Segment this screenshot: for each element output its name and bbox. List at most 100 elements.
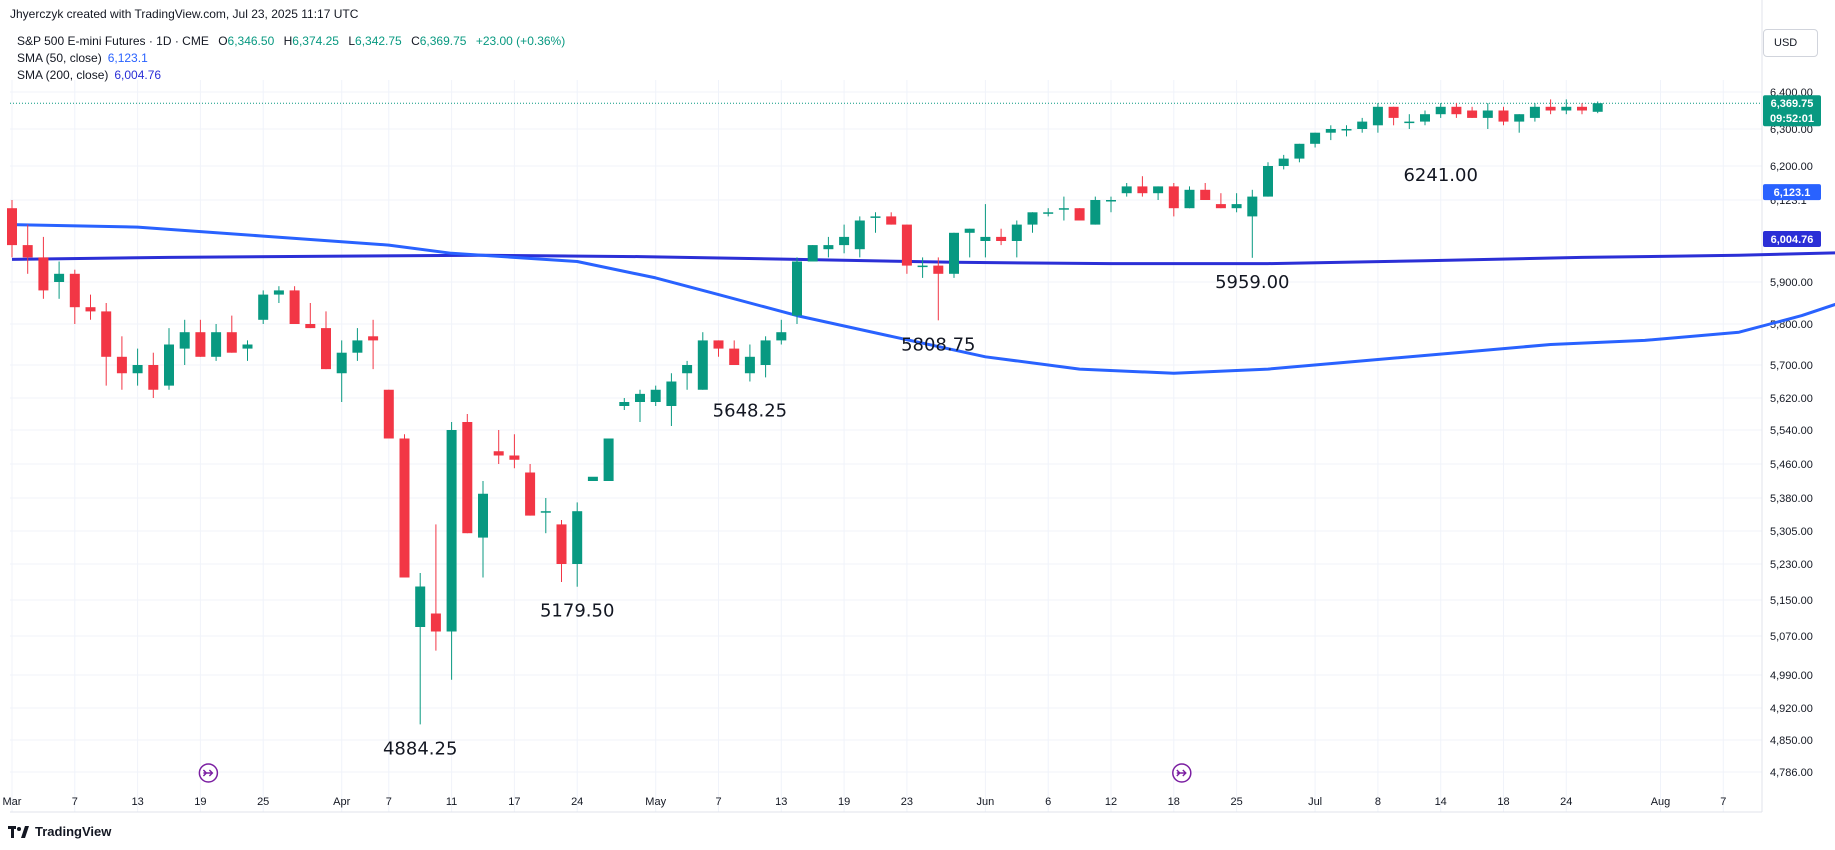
candle-body[interactable] <box>242 344 253 349</box>
candle-body[interactable] <box>980 236 991 241</box>
candle-body[interactable] <box>430 613 441 632</box>
candle-body[interactable] <box>446 430 457 632</box>
candle-body[interactable] <box>1325 129 1336 133</box>
event-marker-icon[interactable] <box>1172 763 1192 783</box>
candle-body[interactable] <box>1357 121 1368 129</box>
footer-brand[interactable]: TradingView <box>8 824 111 839</box>
candle-body[interactable] <box>336 352 347 374</box>
candle-body[interactable] <box>933 265 944 274</box>
candle-body[interactable] <box>1106 200 1116 202</box>
candle-body[interactable] <box>1388 106 1399 118</box>
candle-body[interactable] <box>1200 189 1211 200</box>
candle-body[interactable] <box>38 257 49 291</box>
candle-body[interactable] <box>650 389 661 402</box>
candle-body[interactable] <box>116 356 127 374</box>
candle-body[interactable] <box>368 336 379 341</box>
candle-body[interactable] <box>1498 110 1509 122</box>
candle-body[interactable] <box>603 438 614 482</box>
candle-body[interactable] <box>69 273 80 308</box>
candle-body[interactable] <box>619 402 630 406</box>
candle-body[interactable] <box>540 511 551 513</box>
candle-body[interactable] <box>1561 106 1572 111</box>
candle-body[interactable] <box>1482 110 1493 118</box>
candle-body[interactable] <box>1592 103 1603 112</box>
candle-body[interactable] <box>1168 186 1179 209</box>
candle-body[interactable] <box>572 511 583 564</box>
candle-body[interactable] <box>525 472 536 516</box>
candle-body[interactable] <box>1137 186 1148 194</box>
candle-body[interactable] <box>305 324 316 329</box>
candle-body[interactable] <box>1215 204 1226 209</box>
candle-body[interactable] <box>729 348 740 365</box>
candle-body[interactable] <box>1247 196 1258 217</box>
candle-body[interactable] <box>1043 212 1054 214</box>
candle-body[interactable] <box>1310 132 1321 144</box>
candle-body[interactable] <box>839 236 850 246</box>
candle-body[interactable] <box>101 311 112 357</box>
candle-body[interactable] <box>587 476 598 481</box>
candle-body[interactable] <box>1263 166 1273 197</box>
candle-body[interactable] <box>1404 121 1415 124</box>
candle-body[interactable] <box>258 294 269 320</box>
candle-body[interactable] <box>682 365 693 374</box>
candle-body[interactable] <box>854 220 865 250</box>
candle-body[interactable] <box>493 451 504 456</box>
symbol-label[interactable]: S&P 500 E-mini Futures · 1D · CME <box>17 34 209 48</box>
candle-body[interactable] <box>211 332 222 357</box>
candle-body[interactable] <box>760 340 771 365</box>
candle-body[interactable] <box>1294 143 1305 159</box>
candle-body[interactable] <box>478 493 488 538</box>
candle-body[interactable] <box>462 422 473 534</box>
candle-body[interactable] <box>870 216 881 218</box>
event-marker-icon[interactable] <box>198 763 219 783</box>
candle-body[interactable] <box>54 273 65 282</box>
candle-body[interactable] <box>823 245 834 250</box>
candle-body[interactable] <box>792 261 802 316</box>
candle-body[interactable] <box>901 224 912 266</box>
candle-body[interactable] <box>776 332 787 341</box>
candle-body[interactable] <box>886 216 897 225</box>
candle-body[interactable] <box>132 365 143 374</box>
candle-body[interactable] <box>744 356 755 374</box>
candle-body[interactable] <box>1074 208 1085 221</box>
candle-body[interactable] <box>713 340 724 349</box>
candle-body[interactable] <box>273 290 284 295</box>
candle-body[interactable] <box>399 438 410 578</box>
candle-body[interactable] <box>964 228 975 233</box>
sma200-legend[interactable]: SMA (200, close) 6,004.76 <box>17 68 167 82</box>
candle-body[interactable] <box>807 245 818 262</box>
candle-body[interactable] <box>321 328 331 370</box>
candle-body[interactable] <box>1420 114 1430 122</box>
candle-body[interactable] <box>1529 106 1540 118</box>
candle-body[interactable] <box>148 365 159 390</box>
candle-body[interactable] <box>1011 224 1022 241</box>
candle-body[interactable] <box>635 393 645 402</box>
candle-body[interactable] <box>1435 106 1446 115</box>
candle-body[interactable] <box>1514 114 1525 122</box>
sma50-legend[interactable]: SMA (50, close) 6,123.1 <box>17 51 154 65</box>
candle-body[interactable] <box>1231 204 1242 209</box>
candle-body[interactable] <box>1467 110 1478 118</box>
candle-body[interactable] <box>1577 106 1587 111</box>
candle-body[interactable] <box>179 332 190 349</box>
candle-body[interactable] <box>1058 208 1069 210</box>
candle-body[interactable] <box>1184 189 1195 209</box>
candle-body[interactable] <box>85 307 96 312</box>
candle-body[interactable] <box>1545 106 1556 111</box>
candle-body[interactable] <box>509 455 520 460</box>
candle-body[interactable] <box>1027 212 1038 225</box>
candle-body[interactable] <box>164 344 174 386</box>
candle-body[interactable] <box>996 236 1007 241</box>
candle-body[interactable] <box>917 265 928 268</box>
candle-body[interactable] <box>7 208 17 246</box>
candle-body[interactable] <box>949 232 959 274</box>
candle-body[interactable] <box>1278 158 1289 166</box>
candle-body[interactable] <box>556 524 567 564</box>
candle-body[interactable] <box>22 245 33 258</box>
candle-body[interactable] <box>1090 200 1101 225</box>
candle-body[interactable] <box>352 340 363 353</box>
candle-body[interactable] <box>1153 186 1164 194</box>
candle-body[interactable] <box>1372 106 1383 126</box>
currency-button[interactable]: USD <box>1763 29 1818 57</box>
